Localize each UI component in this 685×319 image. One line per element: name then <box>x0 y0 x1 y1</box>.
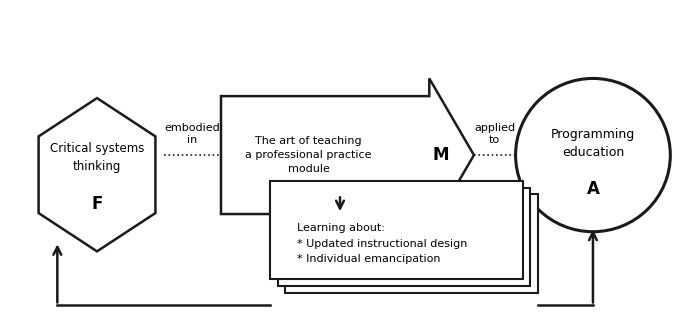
Bar <box>270 181 523 279</box>
Text: embodied
in: embodied in <box>164 123 220 145</box>
Bar <box>286 194 538 293</box>
Text: Critical systems
thinking: Critical systems thinking <box>50 142 145 173</box>
Text: Programming
education: Programming education <box>551 128 635 159</box>
Text: A: A <box>586 181 599 198</box>
Text: yields: yields <box>390 248 422 258</box>
Text: M: M <box>433 146 449 164</box>
Text: The art of teaching
a professional practice
module: The art of teaching a professional pract… <box>245 136 372 174</box>
Bar <box>277 188 530 286</box>
Polygon shape <box>38 98 155 251</box>
Circle shape <box>516 78 671 232</box>
Text: applied
to: applied to <box>474 123 515 145</box>
Text: Learning about:
* Updated instructional design
* Individual emancipation: Learning about: * Updated instructional … <box>297 223 468 264</box>
Polygon shape <box>221 78 474 232</box>
Text: F: F <box>91 195 103 213</box>
